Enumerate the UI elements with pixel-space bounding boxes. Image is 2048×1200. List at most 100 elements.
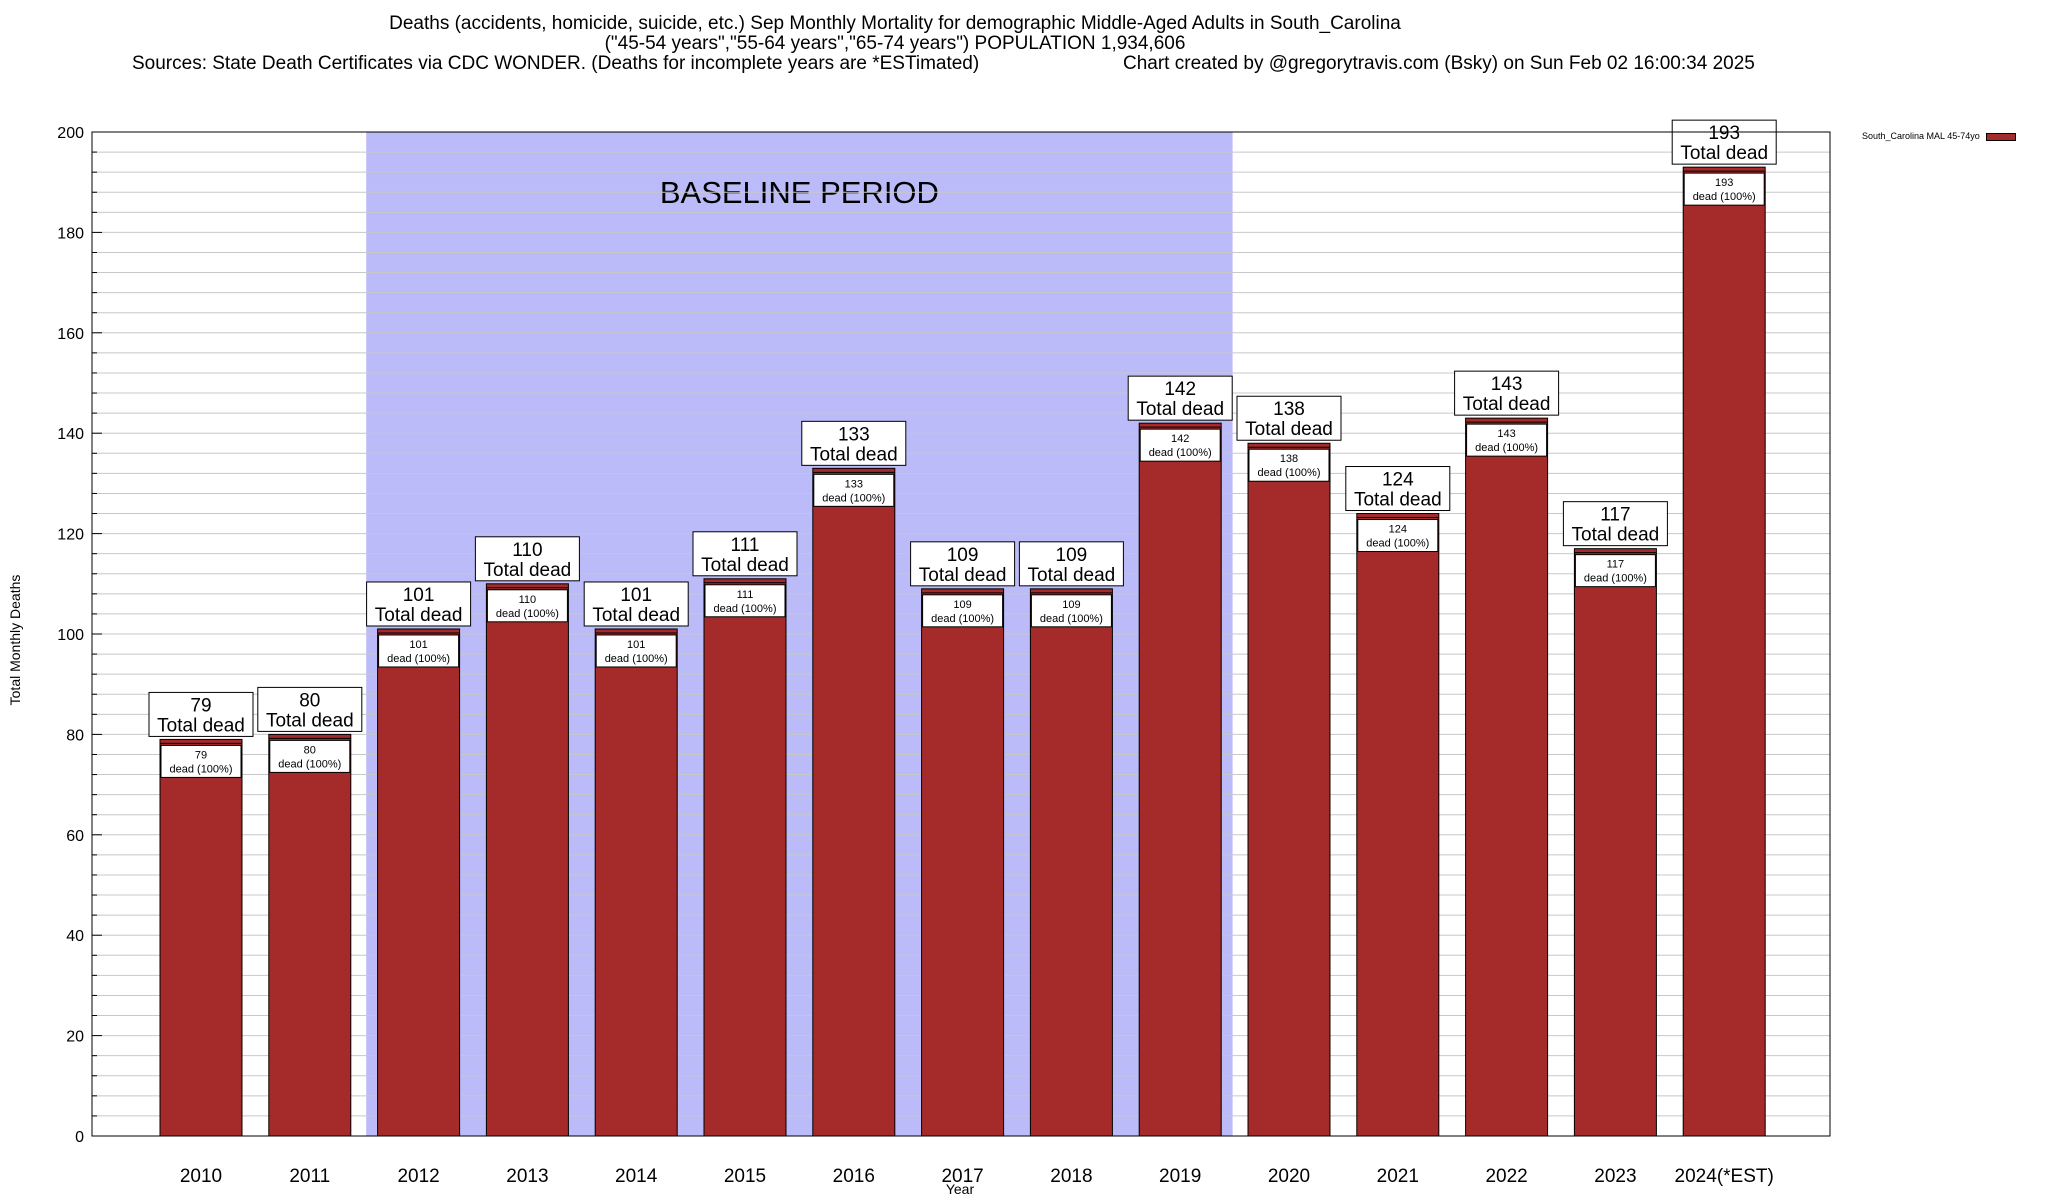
inner-percent-label: dead (100%): [170, 763, 233, 775]
total-label-box: [1018, 541, 1124, 587]
inner-value-label: 143: [1497, 428, 1515, 440]
inner-label-box: [269, 739, 351, 773]
x-tick-label: 2024(*EST): [1675, 1166, 1774, 1187]
x-tick-label: 2015: [724, 1166, 766, 1187]
x-tick-label: 2012: [397, 1166, 439, 1187]
inner-value-label: 101: [409, 639, 427, 651]
total-text-label: Total dead: [1028, 565, 1116, 586]
x-tick-label: 2018: [1050, 1166, 1092, 1187]
inner-value-label: 110: [519, 594, 537, 606]
x-tick-label: 2022: [1485, 1166, 1527, 1187]
y-tick-label: 0: [75, 1129, 84, 1146]
y-tick-label: 80: [66, 727, 84, 744]
inner-label-box: [595, 634, 677, 668]
x-tick-label: 2014: [615, 1166, 658, 1187]
total-label-box: [1454, 370, 1560, 416]
x-tick-label: 2019: [1159, 1166, 1201, 1187]
x-axis-label: Year: [946, 1181, 975, 1197]
inner-percent-label: dead (100%): [496, 608, 559, 620]
total-label-box: [1562, 501, 1668, 547]
bar: [159, 738, 243, 1137]
x-tick-label: 2020: [1268, 1166, 1310, 1187]
total-text-label: Total dead: [266, 710, 354, 731]
inner-value-label: 138: [1280, 453, 1298, 465]
total-value-label: 101: [403, 585, 435, 606]
total-text-label: Total dead: [157, 715, 245, 736]
inner-label-box: [704, 584, 786, 618]
inner-percent-label: dead (100%): [1040, 613, 1103, 625]
total-text-label: Total dead: [1463, 394, 1551, 415]
y-tick-label: 100: [57, 627, 84, 644]
inner-label-box: [1139, 428, 1221, 462]
bar: [812, 467, 896, 1137]
bar: [921, 588, 1005, 1137]
total-text-label: Total dead: [1354, 490, 1442, 511]
y-tick-label: 60: [66, 828, 84, 845]
total-text-label: Total dead: [375, 605, 463, 626]
bar: [1029, 588, 1113, 1137]
total-text-label: Total dead: [484, 560, 572, 581]
y-tick-label: 140: [57, 426, 84, 443]
x-tick-label: 2023: [1594, 1166, 1636, 1187]
total-text-label: Total dead: [592, 605, 680, 626]
x-tick-label: 2021: [1377, 1166, 1419, 1187]
legend-swatch: [1985, 132, 2016, 141]
total-label-box: [1236, 395, 1342, 441]
total-label-box: [366, 581, 472, 627]
total-value-label: 138: [1273, 399, 1305, 420]
y-tick-label: 40: [66, 928, 84, 945]
inner-percent-label: dead (100%): [1366, 538, 1429, 550]
total-label-box: [1127, 375, 1233, 421]
y-tick-label: 20: [66, 1029, 84, 1046]
x-tick-label: 2010: [180, 1166, 222, 1187]
total-value-label: 110: [512, 540, 542, 561]
chart-title-line-1: Deaths (accidents, homicide, suicide, et…: [389, 13, 1401, 34]
total-label-box: [257, 686, 363, 732]
inner-percent-label: dead (100%): [1149, 447, 1212, 459]
bar: [1247, 442, 1331, 1137]
inner-label-box: [922, 594, 1004, 628]
total-text-label: Total dead: [1245, 419, 1333, 440]
total-value-label: 111: [731, 535, 760, 556]
bar: [268, 733, 352, 1137]
bar: [703, 578, 787, 1137]
x-tick-label: 2016: [833, 1166, 875, 1187]
total-label-box: [910, 541, 1016, 587]
total-text-label: Total dead: [701, 555, 789, 576]
bar: [594, 628, 678, 1137]
total-text-label: Total dead: [810, 444, 898, 465]
x-tick-label: 2013: [506, 1166, 548, 1187]
total-value-label: 101: [620, 585, 652, 606]
inner-percent-label: dead (100%): [822, 492, 885, 504]
inner-value-label: 117: [1607, 559, 1625, 571]
total-value-label: 133: [838, 424, 870, 445]
bar: [1573, 548, 1657, 1137]
inner-label-box: [378, 634, 460, 668]
inner-percent-label: dead (100%): [278, 758, 341, 770]
total-text-label: Total dead: [1572, 525, 1660, 546]
total-label-box: [148, 691, 254, 737]
inner-percent-label: dead (100%): [605, 653, 668, 665]
inner-value-label: 79: [195, 749, 207, 761]
total-value-label: 79: [190, 695, 211, 716]
bar: [1682, 166, 1766, 1137]
y-tick-label: 160: [57, 326, 84, 343]
inner-value-label: 193: [1715, 177, 1733, 189]
inner-label-box: [813, 473, 895, 507]
total-text-label: Total dead: [1136, 399, 1224, 420]
inner-value-label: 142: [1171, 433, 1189, 445]
inner-label-box: [160, 744, 242, 778]
inner-percent-label: dead (100%): [931, 613, 994, 625]
bar: [377, 628, 461, 1137]
total-value-label: 109: [947, 545, 979, 566]
bar: [485, 583, 569, 1137]
y-axis-label: Total Monthly Deaths: [7, 575, 23, 706]
inner-label-box: [1466, 423, 1548, 457]
total-label-box: [1671, 119, 1777, 165]
legend: South_Carolina MAL 45-74yo: [1862, 131, 2016, 141]
inner-percent-label: dead (100%): [1258, 467, 1321, 479]
legend-series-name: South_Carolina MAL 45-74yo: [1862, 131, 1980, 141]
inner-label-box: [1357, 519, 1439, 553]
